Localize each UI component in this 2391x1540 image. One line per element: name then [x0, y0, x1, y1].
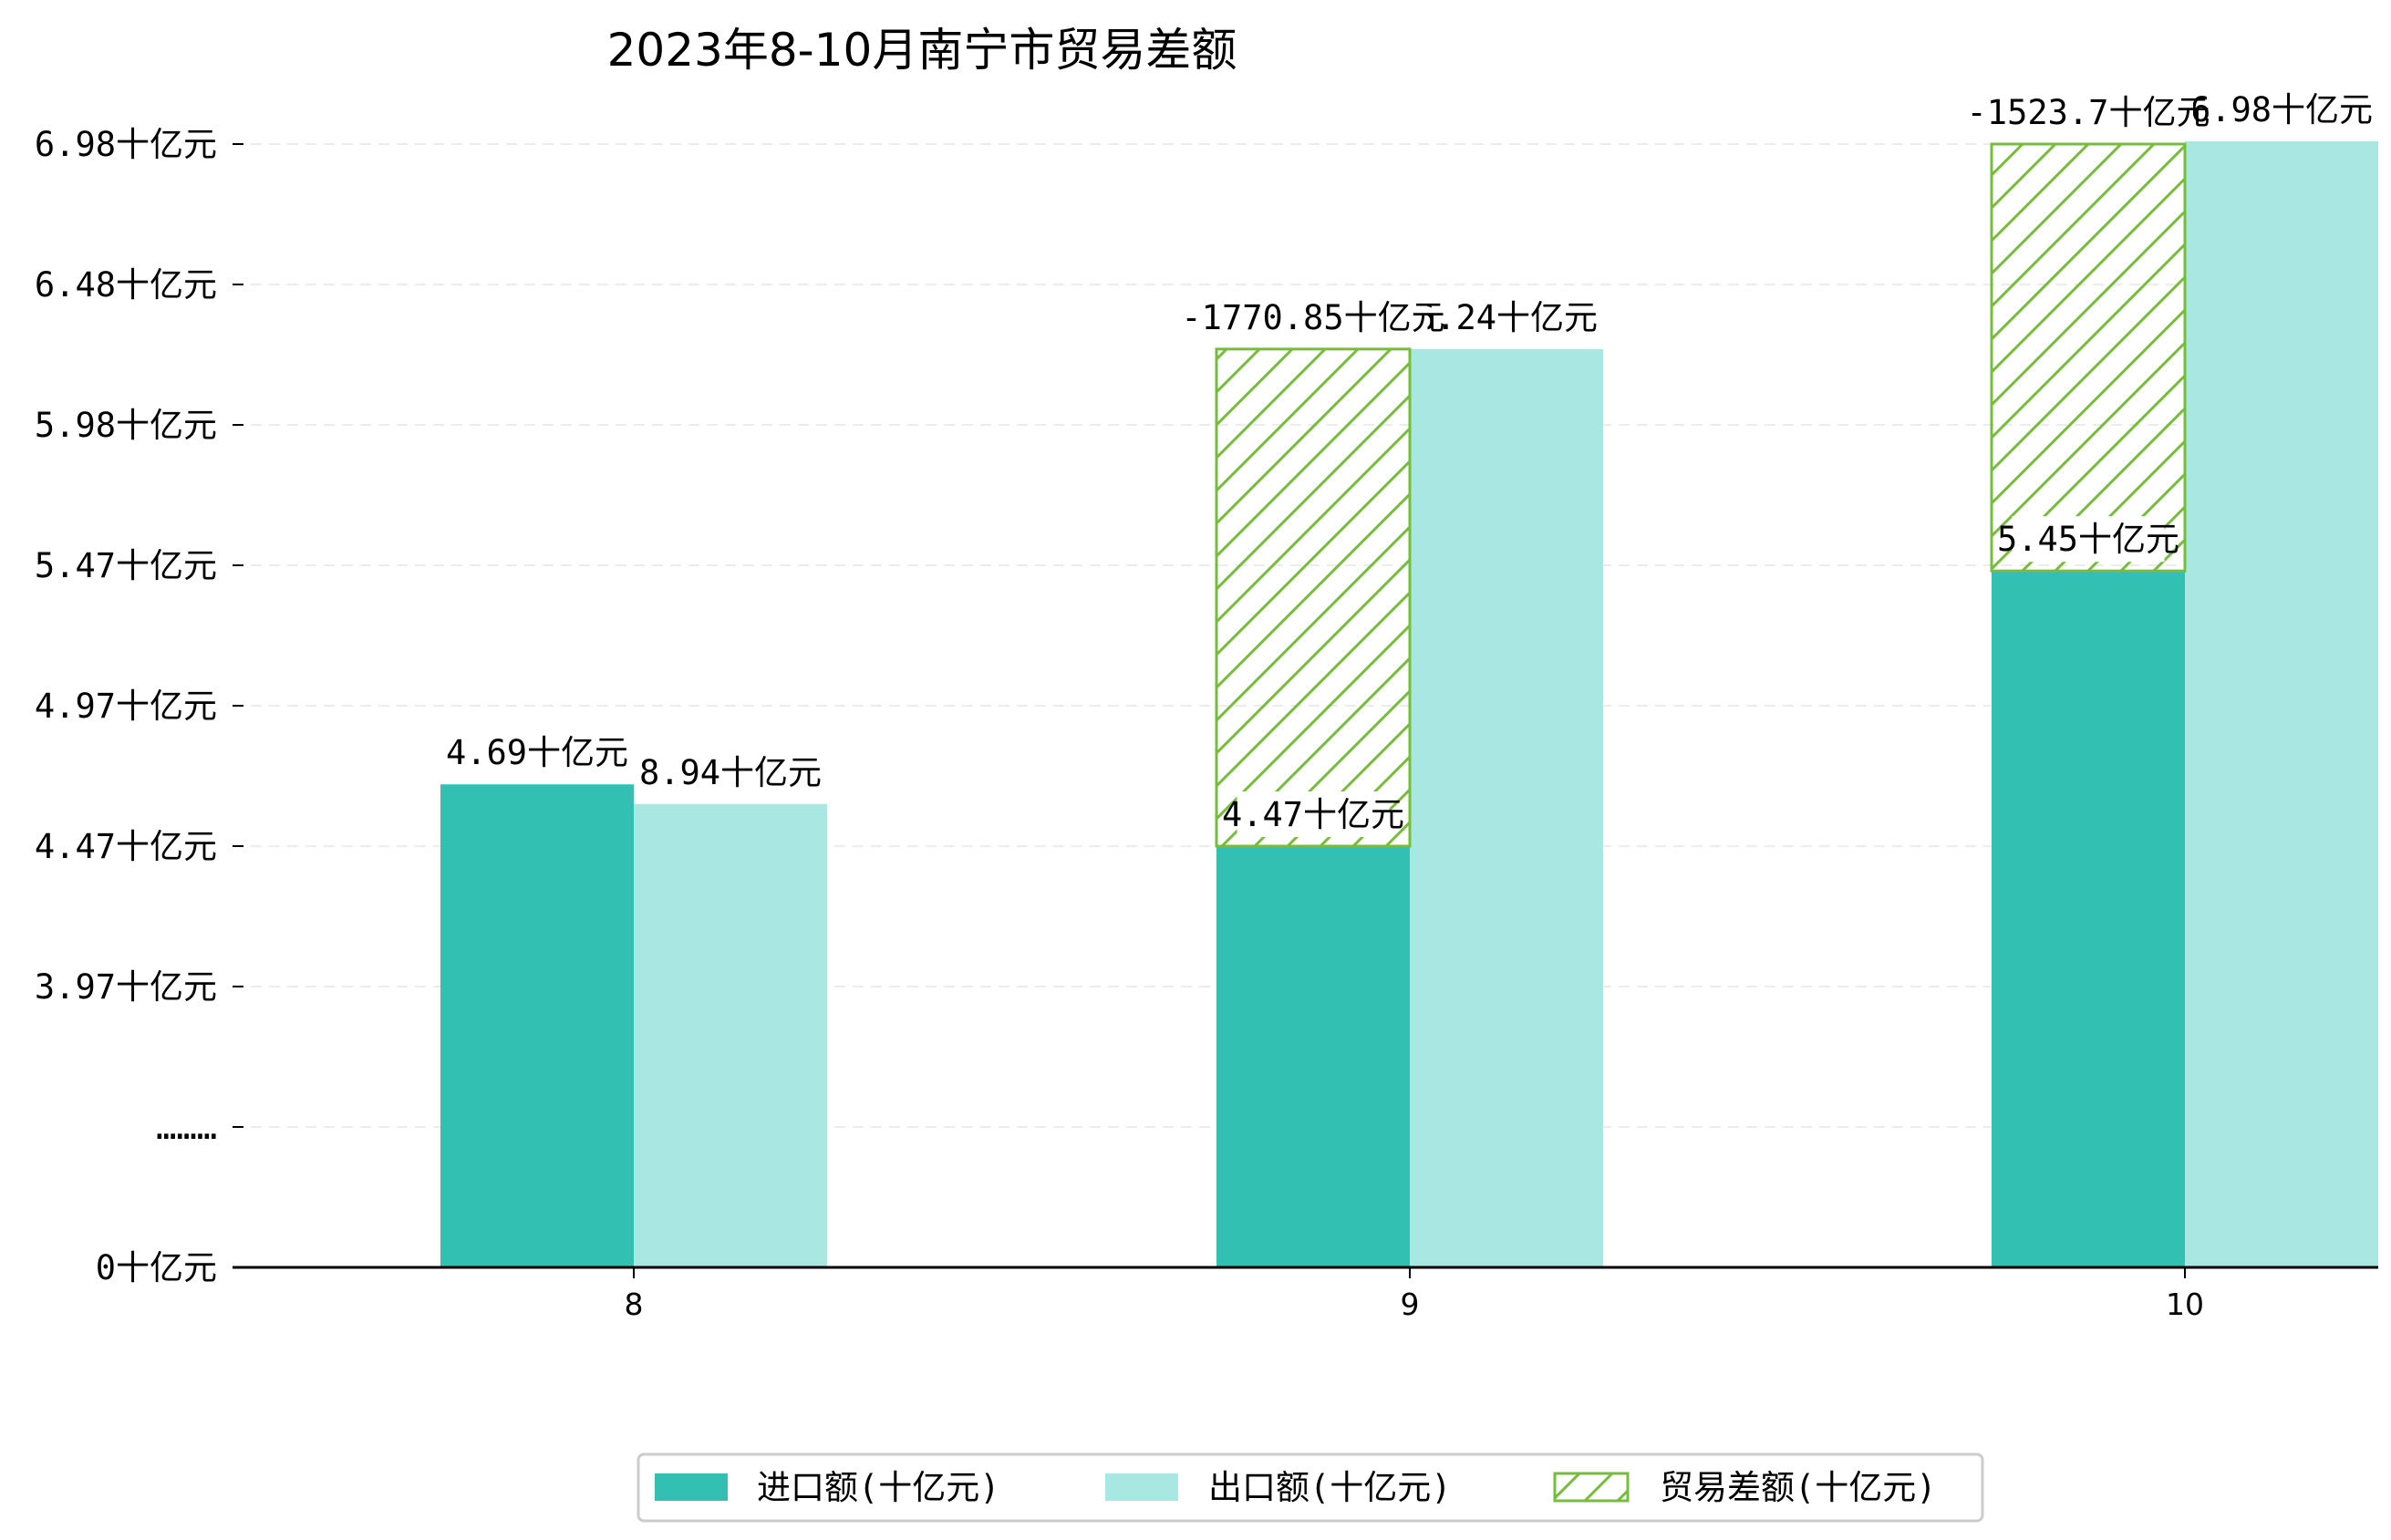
y-tick-label: 0十亿元	[96, 1248, 217, 1287]
export-bar	[1410, 348, 1603, 1268]
x-tick-label: 9	[1401, 1287, 1420, 1322]
data-labels: 4.69十亿元 8.94十亿元 4.47十亿元 6.24十亿元-1770.85十亿元 5…	[446, 86, 2373, 837]
import-bar	[440, 784, 634, 1267]
y-tick-label: 4.97十亿元	[35, 687, 217, 726]
data-label-bg	[2205, 86, 2358, 132]
data-label-bg	[654, 749, 807, 795]
data-label-bg	[1983, 89, 2193, 135]
data-label-bg	[461, 729, 614, 776]
data-label: -1770.85十亿元	[1181, 298, 1444, 337]
chart-title: 2023年8-10月南宁市贸易差额	[607, 24, 1237, 77]
data-label: 4.69十亿元	[446, 733, 628, 772]
y-tick-label: 6.98十亿元	[35, 125, 217, 164]
y-tick-label: 5.47十亿元	[35, 546, 217, 585]
x-tick-label: 8	[625, 1287, 644, 1322]
y-tick-label: 5.98十亿元	[35, 406, 217, 445]
y-axis: 0十亿元 ……… 3.97十亿元 4.47十亿元 4.97十亿元 5.47十亿元 5.98十…	[35, 125, 243, 1287]
import-bar	[1216, 846, 1410, 1267]
legend-label: 进口额(十亿元)	[757, 1468, 1000, 1507]
data-label-bg	[2012, 516, 2165, 563]
bars	[440, 140, 2378, 1268]
data-label-bg	[1198, 294, 1428, 340]
legend-label: 出口额(十亿元)	[1208, 1468, 1452, 1507]
data-label: 8.94十亿元	[639, 753, 822, 792]
balance-bar	[1215, 347, 1412, 848]
legend-label: 贸易差额(十亿元)	[1660, 1468, 1937, 1507]
x-axis: 8 9 10	[233, 1266, 2378, 1322]
data-label: 6.98十亿元	[2190, 90, 2373, 129]
legend-swatch	[655, 1473, 728, 1501]
data-label: 6.24十亿元	[1415, 298, 1598, 337]
export-bar	[2185, 140, 2378, 1267]
legend-swatch	[1553, 1472, 1630, 1503]
balance-bar	[1990, 142, 2187, 573]
legend: 进口额(十亿元) 出口额(十亿元) 贸易差额(十亿元)	[637, 1452, 1984, 1523]
data-label-bg	[1430, 294, 1583, 340]
data-label: 5.45十亿元	[1997, 520, 2179, 559]
import-bar	[1992, 571, 2185, 1267]
y-tick-label: ………	[156, 1108, 217, 1147]
y-tick-label: 6.48十亿元	[35, 265, 217, 305]
data-label: 4.47十亿元	[1222, 795, 1404, 834]
legend-box	[637, 1452, 1984, 1523]
y-tick-label: 4.47十亿元	[35, 827, 217, 866]
data-label: -1523.7十亿元	[1967, 93, 2210, 132]
x-tick-label: 10	[2166, 1287, 2204, 1322]
legend-swatch	[1105, 1473, 1178, 1501]
data-label-bg	[1237, 791, 1390, 837]
export-bar	[634, 803, 827, 1267]
y-tick-label: 3.97十亿元	[35, 967, 217, 1007]
